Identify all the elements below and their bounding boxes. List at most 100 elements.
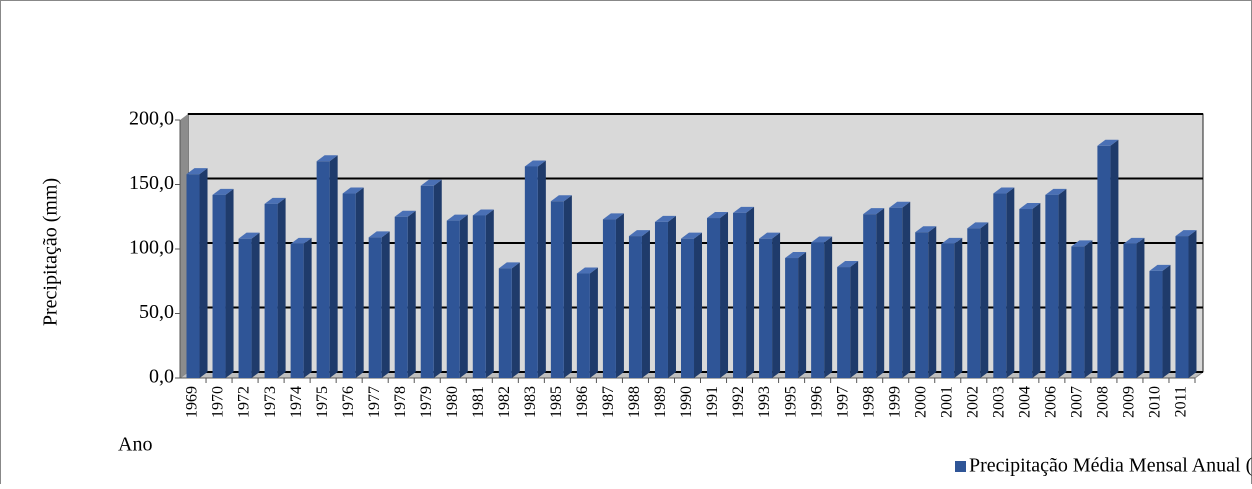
bar-top [733,206,755,213]
bar-side [694,232,703,378]
bar [915,232,929,378]
bar-top [290,237,312,244]
bar [993,193,1007,378]
bar [811,242,825,378]
legend-swatch [955,461,966,472]
x-tick-label: 1982 [496,386,513,418]
bar-side [199,168,208,378]
bar-top [889,201,911,208]
bar-top [550,195,572,202]
bar-top [1097,139,1119,146]
bar-side [928,226,937,378]
bar-side [850,261,859,378]
bar-side [1058,188,1067,378]
bar [1123,243,1137,378]
x-tick-label: 1993 [756,386,773,418]
bar-side [563,195,572,378]
bar-top [446,214,468,221]
bar-side [824,236,833,378]
x-tick-label: 1981 [470,386,487,418]
x-tick-label: 2004 [1017,386,1034,418]
bar [1175,236,1189,378]
bar-top [1149,264,1171,271]
x-tick-label: 1988 [626,386,643,418]
bar-side [485,209,494,378]
bar-side [1110,139,1119,378]
bar [654,221,668,378]
bar-side [980,222,989,378]
bar-top [967,222,989,229]
bar-side [407,210,416,378]
x-tick-label: 1989 [652,386,669,418]
x-tick-label: 1991 [704,386,721,418]
x-tick-label: 1969 [184,386,201,418]
bar [941,243,955,378]
bar-side [1032,203,1041,378]
x-axis-label: Ano [118,434,152,456]
bar-side [433,179,442,378]
x-tick-label: 2001 [938,386,955,418]
bar [186,174,200,378]
bar-side [798,252,807,378]
bar [238,238,252,378]
bar-side [615,213,624,378]
bar-side [746,206,755,378]
bar-top [915,226,937,233]
bar-side [537,160,546,378]
bar [394,216,408,378]
bar-side [902,201,911,378]
bar-top [837,261,859,268]
bar-side [303,237,312,378]
bar-top [264,197,286,204]
bar [759,238,773,378]
x-tick-label: 2008 [1095,386,1112,418]
y-tick-label: 0,0 [149,366,174,388]
bar [524,166,538,378]
bar [785,258,799,378]
bar [680,238,695,378]
x-tick-label: 1973 [262,386,279,418]
bar-top [811,236,833,243]
bar-top [863,208,885,215]
x-tick-label: 1974 [288,386,305,418]
x-tick-label: 2009 [1121,386,1138,418]
bar-top [316,155,338,162]
bar-side [459,214,468,378]
bar [420,185,434,378]
bar-top [238,232,260,239]
bar-side [355,187,364,378]
bar [967,228,981,378]
bar [707,218,721,378]
bar [446,220,460,378]
x-tick-label: 1995 [782,386,799,418]
bar-top [759,232,781,239]
x-tick-label: 1998 [860,386,877,418]
bar [602,219,616,378]
bar-top [186,168,208,175]
bar-side [277,197,286,378]
y-axis-label: Precipitação (mm) [40,178,62,326]
y-tick-label: 50,0 [139,301,174,323]
bar-side [1136,237,1145,378]
x-tick-label: 1977 [366,386,383,418]
y-tick-label: 200,0 [129,108,174,130]
x-tick-label: 1992 [730,386,747,418]
bar-top [1019,203,1041,210]
x-tick-label: 2000 [912,386,929,418]
x-tick-label: 1978 [392,386,409,418]
bar [1045,194,1059,378]
bar [576,273,590,378]
bar [550,201,564,378]
x-tick-label: 1985 [548,386,565,418]
bar [733,212,747,378]
x-tick-label: 1987 [600,386,617,418]
bar [498,268,512,378]
x-tick-label: 2003 [990,386,1007,418]
x-tick-label: 1970 [210,386,227,418]
bar-side [251,232,260,378]
bar [628,236,642,378]
bar-top [368,231,390,238]
x-tick-label: 1999 [886,386,903,418]
x-tick-label: 1976 [340,386,357,418]
x-tick-label: 1979 [418,386,435,418]
